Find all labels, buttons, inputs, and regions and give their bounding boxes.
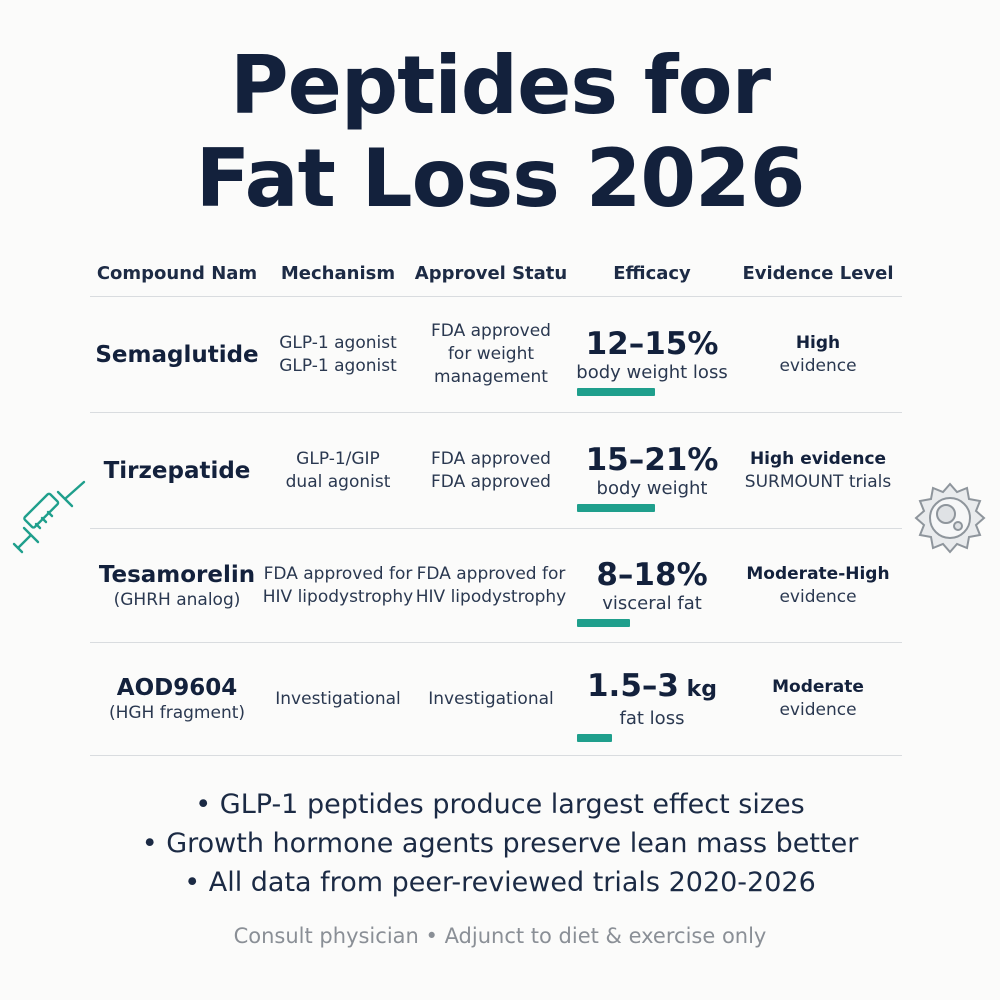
table-row: Semaglutide GLP-1 agonist GLP-1 agonist … xyxy=(90,297,902,413)
compound-name: Tirzepatide xyxy=(103,457,251,484)
mechanism-line: GLP-1 agonist xyxy=(279,355,397,376)
efficacy-cell: 12–15% body weight loss xyxy=(570,297,734,418)
efficacy-number: 15–21% xyxy=(585,441,719,478)
cell-icon xyxy=(914,482,986,554)
compound-subtitle: (GHRH analog) xyxy=(113,589,241,610)
efficacy-number: 12–15% xyxy=(585,325,719,362)
efficacy-bar-fill xyxy=(577,387,655,396)
syringe-icon xyxy=(12,480,86,554)
evidence-detail: SURMOUNT trials xyxy=(744,471,892,492)
approval-cell: Investigational xyxy=(412,643,570,755)
bullet-point: • GLP-1 peptides produce largest effect … xyxy=(195,789,805,820)
header-evidence-level: Evidence Level xyxy=(742,262,894,284)
evidence-cell: High evidence xyxy=(734,297,902,412)
approval-line: FDA approved xyxy=(431,321,551,341)
efficacy-value: 12–15% xyxy=(586,326,719,362)
efficacy-bar-fill xyxy=(577,618,630,627)
page-title-line-1: Peptides for xyxy=(229,39,771,132)
key-points: • GLP-1 peptides produce largest effect … xyxy=(0,785,1000,902)
approval-line: HIV lipodystrophy xyxy=(415,586,567,607)
mechanism-line: Investigational xyxy=(275,688,401,709)
evidence-level: Moderate xyxy=(772,677,864,697)
efficacy-unit: kg xyxy=(678,677,718,702)
evidence-detail: evidence xyxy=(779,355,857,376)
efficacy-number: 1.5–3 xyxy=(586,668,679,704)
mechanism-line: HIV lipodystrophy xyxy=(262,586,414,607)
efficacy-value: 8–18% xyxy=(596,557,707,593)
efficacy-label: body weight xyxy=(596,477,708,499)
evidence-detail: evidence xyxy=(779,586,857,607)
table-row: Tirzepatide GLP-1/GIP dual agonist FDA a… xyxy=(90,413,902,529)
bullet-point: • Growth hormone agents preserve lean ma… xyxy=(141,828,859,859)
approval-line: FDA approved for xyxy=(416,563,566,584)
approval-cell: FDA approved for HIV lipodystrophy xyxy=(412,529,570,642)
efficacy-label: body weight loss xyxy=(576,361,728,383)
mechanism-cell: Investigational xyxy=(264,643,412,755)
evidence-cell: Moderate evidence xyxy=(734,643,902,755)
compound-name: AOD9604 xyxy=(116,675,238,701)
evidence-level: High evidence xyxy=(749,448,887,469)
efficacy-label: visceral fat xyxy=(602,592,702,614)
header-mechanism: Mechanism xyxy=(280,262,396,284)
peptide-table: Compound Nam Mechanism Approvel Statu Ef… xyxy=(90,250,902,756)
efficacy-cell: 1.5–3 kg fat loss xyxy=(570,643,734,761)
mechanism-cell: FDA approved for HIV lipodystrophy xyxy=(262,529,414,642)
compound-subtitle: (HGH fragment) xyxy=(108,703,246,723)
efficacy-bar xyxy=(577,734,727,742)
efficacy-bar-fill xyxy=(577,503,655,512)
evidence-cell: High evidence SURMOUNT trials xyxy=(734,413,902,528)
header-efficacy: Efficacy xyxy=(613,262,691,284)
approval-line: Investigational xyxy=(428,688,554,709)
efficacy-cell: 15–21% body weight xyxy=(570,413,734,534)
evidence-detail: evidence xyxy=(779,700,857,720)
approval-cell: FDA approved for weight management xyxy=(412,297,570,412)
header-approval-status: Approvel Statu xyxy=(414,262,568,284)
mechanism-line: GLP-1/GIP xyxy=(296,448,380,469)
efficacy-bar xyxy=(577,387,727,396)
mechanism-cell: GLP-1 agonist GLP-1 agonist xyxy=(264,297,412,412)
mechanism-line: GLP-1 agonist xyxy=(279,332,397,353)
page-title-line-2: Fat Loss 2026 xyxy=(195,132,806,225)
evidence-level: High xyxy=(795,332,841,353)
mechanism-cell: GLP-1/GIP dual agonist xyxy=(264,413,412,528)
efficacy-value: 1.5–3 kg xyxy=(587,668,717,708)
efficacy-cell: 8–18% visceral fat xyxy=(570,529,734,648)
bullet-point: • All data from peer-reviewed trials 202… xyxy=(184,867,816,898)
evidence-cell: Moderate-High evidence xyxy=(734,529,902,642)
compound-name: Semaglutide xyxy=(95,341,259,368)
mechanism-line: dual agonist xyxy=(285,471,391,492)
efficacy-bar-fill xyxy=(577,734,612,742)
approval-cell: FDA approved FDA approved xyxy=(412,413,570,528)
efficacy-label: fat loss xyxy=(619,708,685,729)
table-row: AOD9604 (HGH fragment) Investigational I… xyxy=(90,643,902,756)
evidence-level: Moderate-High xyxy=(746,563,890,584)
table-header: Compound Nam Mechanism Approvel Statu Ef… xyxy=(90,250,902,297)
header-compound-name: Compound Nam xyxy=(96,262,258,284)
approval-line: FDA approved xyxy=(431,448,551,469)
approval-line: FDA approved xyxy=(431,471,551,492)
approval-line: for weight xyxy=(447,344,535,364)
footer-disclaimer: Consult physician • Adjunct to diet & ex… xyxy=(233,924,767,948)
compound-name: Tesamorelin xyxy=(98,561,256,588)
approval-line: management xyxy=(434,367,548,387)
table-row: Tesamorelin (GHRH analog) FDA approved f… xyxy=(90,529,902,643)
efficacy-bar xyxy=(577,618,727,627)
mechanism-line: FDA approved for xyxy=(263,563,413,584)
efficacy-number: 8–18% xyxy=(596,556,708,593)
efficacy-bar xyxy=(577,503,727,512)
efficacy-value: 15–21% xyxy=(586,442,719,478)
